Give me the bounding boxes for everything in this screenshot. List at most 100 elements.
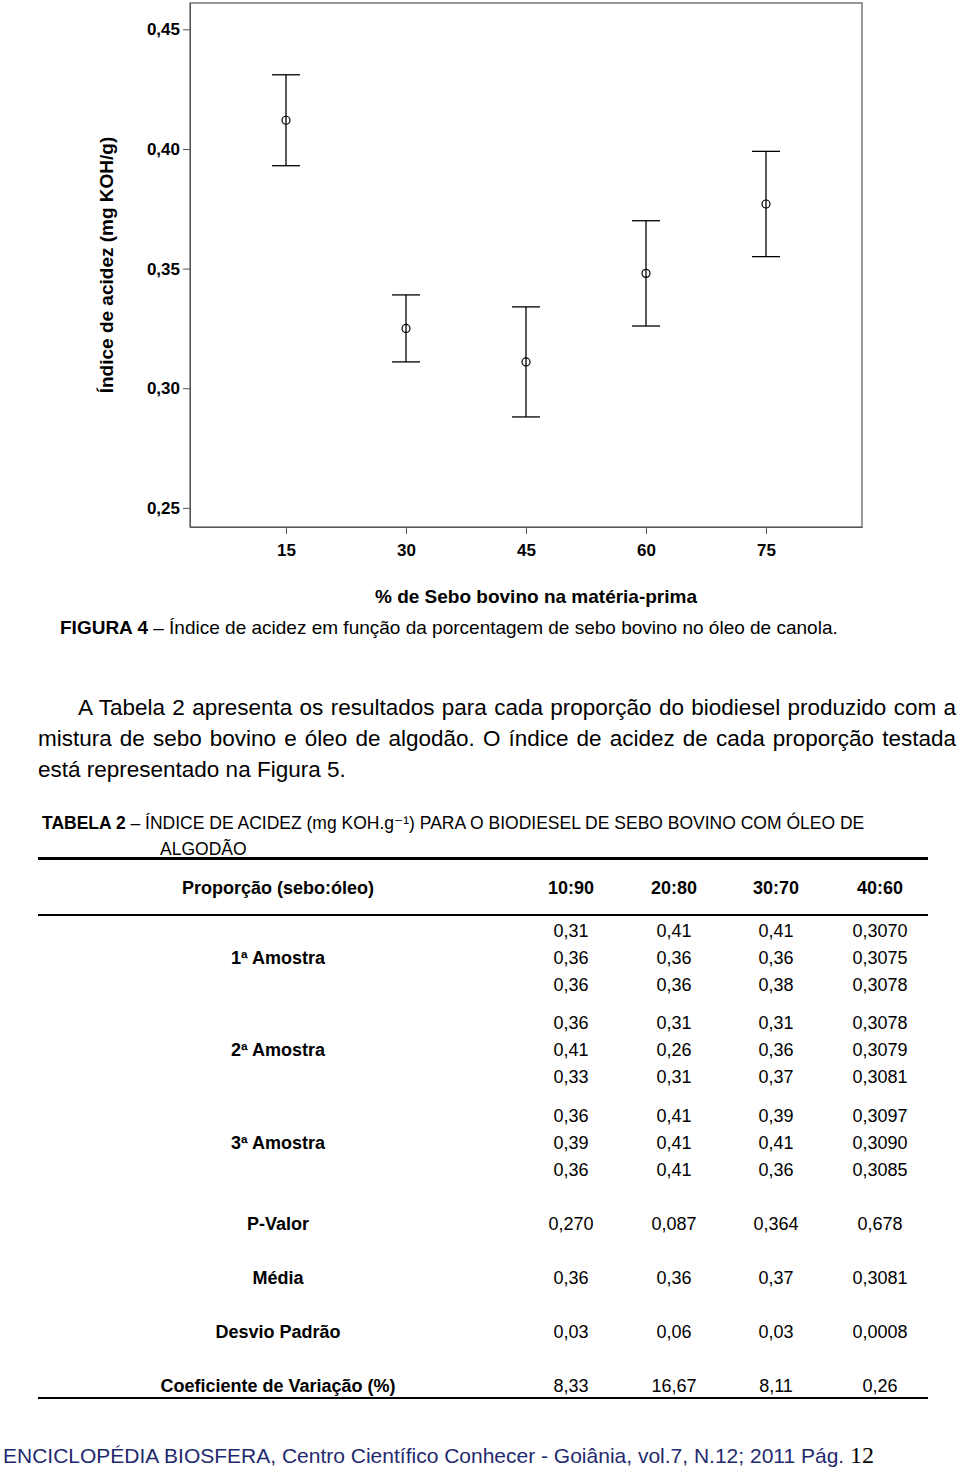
table-cell: 0,36 [553,1013,588,1034]
table-cell: 0,41 [553,1040,588,1061]
error-bar-cap [272,165,300,166]
table-row-label: Desvio Padrão [215,1322,340,1343]
error-bar-cap [632,325,660,326]
point [642,269,650,277]
table-cell: 0,41 [656,1133,691,1154]
x-tick-mark [286,527,287,534]
x-tick-mark [766,527,767,534]
error-bar-stem [525,307,526,417]
caption-label: FIGURA 4 [60,617,148,638]
footer: ENCICLOPÉDIA BIOSFERA, Centro Científico… [3,1440,874,1471]
table-cell: 0,36 [553,948,588,969]
table-cell: 0,03 [553,1322,588,1343]
data-marks [272,75,780,417]
table-title-text: – ÍNDICE DE ACIDEZ (mg KOH.g⁻¹) PARA O B… [131,813,865,859]
table-cell: 0,41 [656,1160,691,1181]
table-row-label: 3ª Amostra [231,1133,325,1154]
error-bar-cap [512,306,540,307]
x-tick-label: 15 [277,541,296,560]
y-tick-mark [183,388,190,389]
table-cell: 0,41 [758,921,793,942]
table-cell: 0,270 [548,1214,593,1235]
table-title: TABELA 2 – ÍNDICE DE ACIDEZ (mg KOH.g⁻¹)… [42,810,937,862]
x-axis: 1530456075 [191,527,863,560]
table-cell: 0,06 [656,1322,691,1343]
x-tick: 60 [637,527,656,560]
x-tick-label: 30 [397,541,416,560]
x-tick: 75 [757,527,776,560]
y-axis-line [190,4,191,528]
y-tick-label: 0,25 [147,499,180,518]
table-cell: 0,31 [553,921,588,942]
error-bar-stem [765,151,766,256]
y-tick-mark [183,269,190,270]
x-axis-title: % de Sebo bovino na matéria-prima [375,586,697,607]
table-cell: 0,31 [758,1013,793,1034]
x-tick-mark [646,527,647,534]
error-bar-cap [632,220,660,221]
table-row-label: P-Valor [247,1214,309,1235]
table-cell: 0,364 [753,1214,798,1235]
y-axis: 0,250,300,350,400,45 [147,4,191,528]
x-tick-label: 60 [637,541,656,560]
table-cell: 0,36 [656,1268,691,1289]
table-header-cell: 40:60 [857,878,903,899]
y-tick: 0,30 [147,379,190,398]
table-cell: 0,36 [553,975,588,996]
point [282,116,290,124]
error-bar [632,221,660,326]
point [762,200,770,208]
table-row-label: 2ª Amostra [231,1040,325,1061]
table-cell: 0,31 [656,1067,691,1088]
table-cell: 0,39 [553,1133,588,1154]
y-tick-mark [183,29,190,30]
table-cell: 16,67 [651,1376,696,1397]
y-tick: 0,35 [147,260,190,279]
y-tick-label: 0,35 [147,260,180,279]
x-tick-mark [526,527,527,534]
point [402,324,410,332]
table-header-cell: 10:90 [548,878,594,899]
table-cell: 0,3081 [852,1067,907,1088]
x-tick-mark [406,527,407,534]
y-tick-label: 0,30 [147,379,180,398]
x-tick: 30 [397,527,416,560]
y-tick-mark [183,149,190,150]
table-cell: 0,37 [758,1067,793,1088]
error-bar-cap [392,294,420,295]
table-row-label: Média [252,1268,303,1289]
table-cell: 0,38 [758,975,793,996]
table-cell: 0,36 [656,975,691,996]
y-tick: 0,25 [147,499,190,518]
error-bar-stem [285,75,286,166]
error-bar-cap [752,151,780,152]
table-cell: 0,3078 [852,975,907,996]
table-cell: 0,36 [758,948,793,969]
footer-page: 12 [850,1442,874,1468]
y-tick: 0,40 [147,140,190,159]
error-bar [392,295,420,362]
table-row-label: 1ª Amostra [231,948,325,969]
table-cell: 0,3075 [852,948,907,969]
point [522,358,530,366]
table-rule [38,857,928,860]
paragraph: A Tabela 2 apresenta os resultados para … [38,692,956,785]
table-cell: 0,0008 [852,1322,907,1343]
figure-chart: 0,250,300,350,400,451530456075% de Sebo … [0,0,960,612]
table-cell: 0,3097 [852,1106,907,1127]
table-cell: 0,3085 [852,1160,907,1181]
y-tick-label: 0,40 [147,140,180,159]
error-bar-stem [405,295,406,362]
table-cell: 0,087 [651,1214,696,1235]
table-cell: 0,41 [656,921,691,942]
table-rule [38,1397,928,1399]
caption-text: – Índice de acidez em função da porcenta… [153,617,837,638]
table-cell: 0,37 [758,1268,793,1289]
error-bar-cap [272,74,300,75]
table-cell: 0,41 [656,1106,691,1127]
error-bar [512,307,540,417]
plot-frame [190,3,862,527]
table-cell: 0,36 [656,948,691,969]
table-cell: 0,36 [553,1268,588,1289]
table-cell: 8,33 [553,1376,588,1397]
